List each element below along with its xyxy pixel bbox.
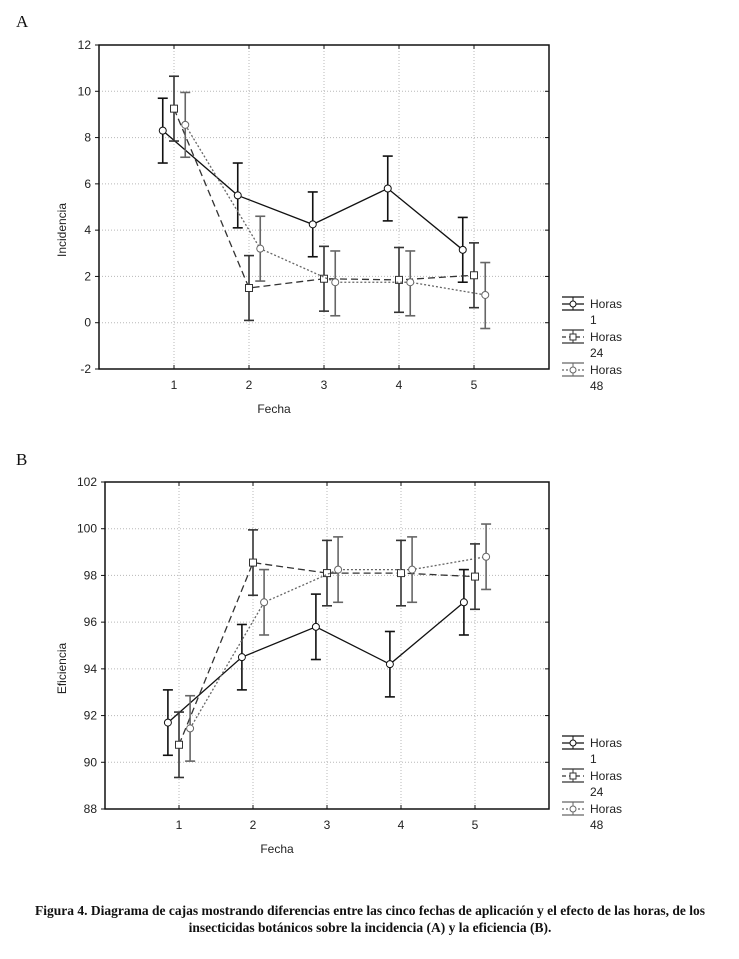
chart-b-series-48-point xyxy=(186,724,195,733)
chart-b-legend-1-label: Horas xyxy=(590,736,622,750)
chart-b-series-1-point xyxy=(385,660,394,669)
chart-a-ytick-label: -2 xyxy=(80,362,91,376)
chart-a-xtick-label: 1 xyxy=(171,378,178,392)
chart-a-y-axis-title: Incidencia xyxy=(55,203,69,257)
chart-a-legend-1-label-value: 1 xyxy=(590,313,597,327)
chart-a-xtick-label: 2 xyxy=(246,378,253,392)
chart-a-xtick-label: 4 xyxy=(396,378,403,392)
chart-a-series-24-point xyxy=(320,274,328,283)
chart-b-xtick-label: 1 xyxy=(176,818,183,832)
chart-b-series-1-point xyxy=(459,598,468,607)
chart-a-xtick-label: 5 xyxy=(471,378,478,392)
chart-b-legend-24-label: Horas xyxy=(590,769,622,783)
chart-a-legend-48-label: Horas xyxy=(590,363,622,377)
chart-b-ytick-label: 100 xyxy=(77,522,97,536)
chart-b-plot-frame xyxy=(104,481,550,810)
panel-letter-b: B xyxy=(16,450,28,469)
chart-a-series-48-point xyxy=(406,278,415,287)
chart-b-series-48-point xyxy=(260,598,269,607)
chart-a-ytick-label: 0 xyxy=(84,316,91,330)
chart-b-series-1-point xyxy=(237,653,246,662)
chart-a-ytick-label: 8 xyxy=(84,131,91,145)
chart-a-series-24-point xyxy=(395,275,403,284)
chart-a-series-1-point xyxy=(458,245,467,254)
chart-b-ytick-label: 94 xyxy=(84,662,98,676)
chart-b-legend-48-marker xyxy=(569,805,577,813)
chart-b-legend-24-label-value: 24 xyxy=(590,785,604,799)
chart-b-legend-48-label: Horas xyxy=(590,802,622,816)
chart-b-legend-1-label-value: 1 xyxy=(590,752,597,766)
chart-a-legend-1-label: Horas xyxy=(590,297,622,311)
chart-a-series-24-point xyxy=(170,104,178,113)
chart-b-series-48-line xyxy=(189,556,487,729)
chart-b-xtick-label: 4 xyxy=(398,818,405,832)
chart-a-series-48-point xyxy=(331,278,340,287)
chart-b-xtick-label: 2 xyxy=(250,818,257,832)
chart-b-y-axis-title: Eficiencia xyxy=(55,642,69,694)
chart-a-x-axis-title: Fecha xyxy=(257,402,291,416)
chart-b-series-24-point xyxy=(397,569,405,578)
chart-b-series-1-point xyxy=(163,718,172,727)
chart-a-legend-1-marker xyxy=(569,300,577,308)
chart-a-legend-48-label-value: 48 xyxy=(590,379,604,393)
chart-a-legend-48-marker xyxy=(569,366,577,374)
chart-a-legend-24-label: Horas xyxy=(590,330,622,344)
chart-a-series-24-point xyxy=(470,271,478,280)
chart-b-series-24-point xyxy=(249,558,257,567)
chart-b-series-48-point xyxy=(408,565,417,574)
chart-a-series-1-point xyxy=(233,191,242,200)
chart-b-ytick-label: 92 xyxy=(84,709,98,723)
chart-a-legend-24-label-value: 24 xyxy=(590,346,604,360)
chart-a-xtick-label: 3 xyxy=(321,378,328,392)
figure-caption: Figura 4. Diagrama de cajas mostrando di… xyxy=(35,903,705,935)
chart-b-ytick-label: 98 xyxy=(84,568,98,582)
chart-b-xtick-label: 5 xyxy=(472,818,479,832)
chart-a-series-48-point xyxy=(256,244,265,253)
chart-a-ytick-label: 4 xyxy=(84,223,91,237)
chart-a-ytick-label: 6 xyxy=(84,177,91,191)
chart-b-series-24-point xyxy=(323,569,331,578)
chart-b-xtick-label: 3 xyxy=(324,818,331,832)
chart-b-x-axis-title: Fecha xyxy=(260,842,294,856)
chart-b-legend-48-label-value: 48 xyxy=(590,818,604,832)
chart-b-series-48-point xyxy=(334,565,343,574)
chart-b-series-24-point xyxy=(175,740,183,749)
chart-b-ytick-label: 96 xyxy=(84,615,98,629)
chart-b-ytick-label: 90 xyxy=(84,755,98,769)
chart-a-ytick-label: 12 xyxy=(78,38,92,52)
chart-a-series-48-point xyxy=(481,290,490,299)
chart-a-series-48-point xyxy=(181,120,190,129)
panel-letter-a: A xyxy=(16,12,29,31)
chart-b-ytick-label: 102 xyxy=(77,475,97,489)
chart-b-series-24-point xyxy=(471,572,479,581)
chart-a-ytick-label: 10 xyxy=(78,84,92,98)
chart-b-legend-1-marker xyxy=(569,739,577,747)
chart-b-legend-24-marker xyxy=(569,772,577,780)
chart-a-series-1-point xyxy=(383,184,392,193)
chart-b-series-48-point xyxy=(482,552,491,561)
chart-a-series-48-line xyxy=(184,124,486,296)
chart-a-plot-frame xyxy=(98,44,550,370)
chart-a-series-24-point xyxy=(245,284,253,292)
chart-a-series-1-point xyxy=(158,126,167,135)
chart-a-legend-24-marker xyxy=(569,333,577,341)
chart-b-series-1-point xyxy=(311,622,320,631)
chart-a-ytick-label: 2 xyxy=(84,269,91,283)
chart-a-series-1-point xyxy=(308,220,317,229)
chart-b-ytick-label: 88 xyxy=(84,802,98,816)
